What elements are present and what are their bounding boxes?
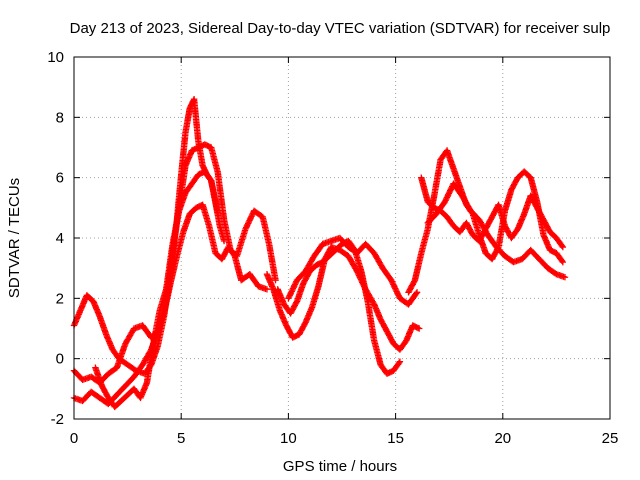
data-point xyxy=(285,295,292,302)
data-point xyxy=(207,176,214,183)
data-point xyxy=(242,225,249,233)
data-point xyxy=(561,274,569,281)
series-track-7 xyxy=(285,234,421,308)
data-point xyxy=(288,288,295,295)
y-tick-label: 8 xyxy=(56,109,64,126)
data-point xyxy=(289,285,297,292)
y-tick-labels: -2 0 2 4 6 8 10 xyxy=(47,49,64,428)
data-point xyxy=(291,282,298,289)
x-tick-label: 0 xyxy=(70,430,78,447)
x-tick-label: 5 xyxy=(177,430,185,447)
data-point xyxy=(413,289,421,296)
axis-ticks xyxy=(73,56,611,420)
series-track-3 xyxy=(70,201,271,408)
data-point xyxy=(413,290,420,297)
x-tick-label: 10 xyxy=(280,430,297,447)
x-tick-label: 25 xyxy=(602,430,619,447)
data-point xyxy=(411,278,418,285)
y-tick-label: 6 xyxy=(56,170,64,187)
data-point xyxy=(390,281,397,288)
y-axis-label: SDTVAR / TECUs xyxy=(6,178,23,298)
data-point xyxy=(415,325,423,332)
data-point xyxy=(443,195,450,203)
data-point xyxy=(558,242,566,249)
x-axis-label: GPS time / hours xyxy=(283,458,397,475)
series-track-10 xyxy=(424,180,569,281)
data-point xyxy=(214,210,221,218)
data-point xyxy=(396,358,404,365)
data-points xyxy=(70,96,569,411)
data-point xyxy=(243,223,250,230)
data-point xyxy=(443,194,451,201)
data-point xyxy=(392,286,400,294)
data-point xyxy=(246,216,254,223)
y-tick-label: 10 xyxy=(47,49,64,66)
data-point xyxy=(230,251,238,258)
data-point xyxy=(441,198,449,205)
chart-title: Day 213 of 2023, Sidereal Day-to-day VTE… xyxy=(70,20,611,37)
data-point xyxy=(247,214,254,221)
data-point xyxy=(559,243,567,251)
y-tick-label: 2 xyxy=(56,290,64,307)
y-tick-label: 4 xyxy=(56,230,64,247)
x-tick-labels: 0 5 10 15 20 25 xyxy=(70,430,619,447)
data-point xyxy=(558,257,566,264)
data-point xyxy=(272,277,279,284)
data-point xyxy=(291,281,299,288)
data-point xyxy=(388,277,395,284)
data-point xyxy=(447,186,454,193)
data-point xyxy=(389,279,396,287)
data-point xyxy=(263,286,271,293)
series-track-6 xyxy=(274,237,404,377)
x-tick-label: 20 xyxy=(494,430,511,447)
data-point xyxy=(559,258,567,266)
data-point xyxy=(391,284,398,291)
series-track-4 xyxy=(92,168,221,411)
data-point xyxy=(446,188,453,196)
y-tick-label: -2 xyxy=(51,411,64,428)
data-point xyxy=(245,218,252,226)
x-tick-label: 15 xyxy=(387,430,404,447)
data-point xyxy=(248,211,256,219)
data-point xyxy=(244,221,251,228)
data-point xyxy=(287,289,295,296)
data-point xyxy=(395,359,403,367)
y-tick-label: 0 xyxy=(56,351,64,368)
